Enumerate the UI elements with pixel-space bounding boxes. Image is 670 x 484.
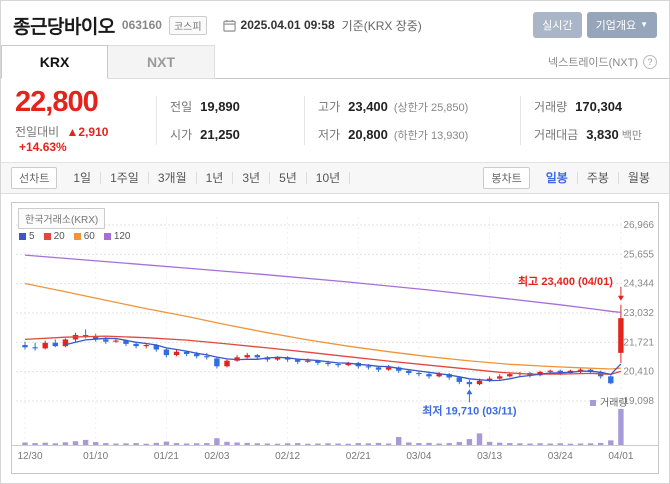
current-price: 22,800	[15, 85, 99, 118]
change-value: ▲2,910	[66, 125, 109, 140]
upper-limit: (상한가 25,850)	[393, 102, 469, 114]
lower-limit: (하한가 13,930)	[393, 130, 469, 142]
help-icon[interactable]: ?	[643, 54, 657, 69]
period-1d-button[interactable]: 1일	[64, 172, 102, 184]
calendar-icon	[222, 19, 236, 32]
tab-nxt[interactable]: NXT	[108, 45, 215, 79]
svg-text:03/13: 03/13	[477, 451, 502, 462]
legend-color-swatch	[103, 233, 111, 240]
svg-text:01/10: 01/10	[83, 451, 108, 462]
ma-legend: 5 20 60 120	[19, 231, 131, 242]
svg-text:02/12: 02/12	[275, 451, 300, 462]
change-percent: +14.63%	[19, 140, 67, 155]
exchange-tabs: KRX NXT 넥스트레이드(NXT) ?	[1, 45, 669, 79]
svg-text:23,032: 23,032	[623, 308, 654, 319]
legend-item-ma5: 5	[19, 231, 35, 242]
stock-chart-svg: 26,966 25,655 24,344 23,032 21,721 20,410 19,0…	[12, 217, 658, 462]
period-5y-button[interactable]: 5년	[270, 172, 307, 184]
header: 종근당바이오 063160 코스피 2025.04.01 09:58 기준(KR…	[1, 1, 669, 45]
period-3y-button[interactable]: 3년	[233, 172, 271, 184]
period-10y-button[interactable]: 10년	[307, 172, 351, 184]
chevron-down-icon: ▼	[640, 20, 648, 29]
chart-toolbar: 선차트 1일 1주일 3개월 1년 3년 5년 10년 봉차트 일봉 주봉 월봉	[1, 163, 669, 194]
up-arrow-icon: ▲	[66, 125, 79, 140]
high-price-cell: 고가 23,400 (상한가 25,850)	[318, 99, 469, 114]
tab-krx[interactable]: KRX	[1, 45, 108, 79]
open-price-cell: 시가 21,250	[170, 127, 240, 142]
legend-item-ma20: 20	[43, 231, 65, 242]
svg-text:25,655: 25,655	[623, 249, 654, 260]
svg-text:02/03: 02/03	[204, 451, 229, 462]
svg-text:03/04: 03/04	[406, 451, 431, 462]
nxt-info-label: 넥스트레이드(NXT)	[547, 56, 638, 69]
svg-text:거래량: 거래량	[600, 397, 628, 409]
daily-candle-button[interactable]: 일봉	[537, 172, 578, 184]
line-chart-button[interactable]: 선차트	[11, 167, 58, 189]
stock-code: 063160	[121, 18, 162, 32]
company-overview-label: 기업개요	[595, 20, 637, 32]
price-summary: 22,800 전일대비 ▲2,910 +14.63% 전일 19,890 시가 21…	[1, 79, 669, 163]
svg-text:최저 19,710 (03/11): 최저 19,710 (03/11)	[422, 403, 517, 417]
candlestick-chart: 한국거래소(KRX) 5 20 60 120 26,966 25,655 24,344 23…	[11, 202, 659, 474]
svg-text:21,721: 21,721	[623, 337, 654, 348]
svg-text:19,098: 19,098	[623, 396, 654, 407]
quote-table: 전일 19,890 시가 21,250 고가 23,400 (상한가 25,850) 저…	[156, 96, 655, 145]
svg-text:03/24: 03/24	[548, 451, 573, 462]
svg-text:20,410: 20,410	[623, 367, 654, 378]
monthly-candle-button[interactable]: 월봉	[627, 171, 650, 185]
svg-text:최고 23,400 (04/01): 최고 23,400 (04/01)	[518, 274, 613, 288]
svg-text:26,966: 26,966	[623, 220, 654, 231]
legend-item-ma120: 120	[103, 231, 131, 242]
legend-color-swatch	[43, 233, 51, 240]
period-3m-button[interactable]: 3개월	[149, 172, 197, 184]
low-price-cell: 저가 20,800 (하한가 13,930)	[318, 127, 469, 142]
svg-text:02/21: 02/21	[346, 451, 371, 462]
change-label: 전일대비	[15, 125, 60, 140]
weekly-candle-button[interactable]: 주봉	[578, 172, 619, 184]
quote-datetime-suffix: 기준(KRX 장중)	[341, 18, 422, 33]
stock-name: 종근당바이오	[13, 16, 115, 38]
prev-close-cell: 전일 19,890	[170, 99, 240, 114]
company-overview-button[interactable]: 기업개요 ▼	[586, 12, 657, 38]
period-1y-button[interactable]: 1년	[197, 172, 234, 184]
legend-color-swatch	[19, 233, 26, 240]
quote-datetime-group: 2025.04.01 09:58 기준(KRX 장중)	[222, 17, 422, 34]
realtime-button[interactable]: 실시간	[533, 12, 582, 38]
legend-item-ma60: 60	[73, 231, 95, 242]
exchange-source-label: 한국거래소(KRX)	[18, 208, 106, 229]
svg-text:24,344: 24,344	[623, 279, 654, 290]
quote-datetime: 2025.04.01 09:58	[240, 18, 335, 32]
amount-cell: 거래대금 3,830 백만	[534, 127, 642, 142]
market-badge: 코스피	[168, 15, 207, 35]
period-1w-button[interactable]: 1주일	[101, 172, 149, 184]
legend-color-swatch	[73, 233, 81, 240]
svg-text:04/01: 04/01	[608, 451, 633, 462]
candle-chart-button[interactable]: 봉차트	[483, 167, 530, 189]
volume-cell: 거래량 170,304	[534, 99, 623, 114]
svg-text:12/30: 12/30	[17, 451, 42, 462]
svg-text:01/21: 01/21	[154, 451, 179, 462]
